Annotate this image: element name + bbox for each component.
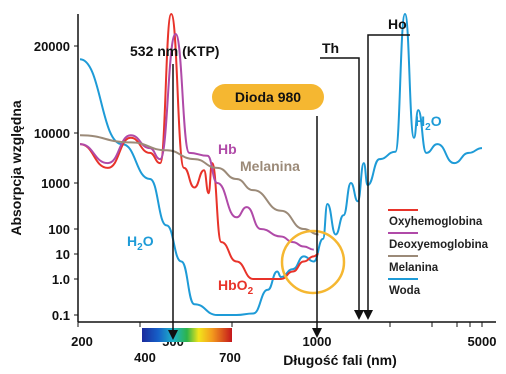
x-ticks: 200 500 1000 5000 <box>71 322 496 349</box>
series-line-woda <box>79 13 483 316</box>
visible-spectrum-bar <box>142 328 232 342</box>
ktp-label: 532 nm (KTP) <box>130 43 219 59</box>
y-tick-label: 0.1 <box>52 308 70 323</box>
y-tick-label: 10 <box>56 247 70 262</box>
ktp-arrow <box>168 64 178 340</box>
diode-range-circle <box>280 229 346 295</box>
series-line-oxyhemoglobina <box>79 13 319 280</box>
th-label: Th <box>322 40 339 56</box>
y-ticks: 20000 10000 1000 100 10 1.0 0.1 <box>34 39 78 323</box>
y-tick-label: 1000 <box>41 176 70 191</box>
ho-arrow <box>363 34 410 320</box>
legend: Oxyhemoglobina Deoxyemoglobina Melanina … <box>388 209 489 297</box>
diode-badge <box>212 84 324 110</box>
spectrum-label-700: 700 <box>219 350 241 365</box>
y-tick-label: 20000 <box>34 39 70 54</box>
legend-entry: Deoxyemoglobina <box>389 239 489 251</box>
y-tick-label: 1.0 <box>52 272 70 287</box>
melanin-label: Melanina <box>240 158 300 174</box>
legend-entry: Melanina <box>389 262 439 274</box>
y-tick-label: 10000 <box>34 126 70 141</box>
series-layer <box>79 13 483 316</box>
h2o-label-right: H2O <box>415 113 442 133</box>
x-tick-label: 200 <box>71 334 93 349</box>
x-tick-label: 1000 <box>303 334 332 349</box>
spectrum-label-400: 400 <box>134 350 156 365</box>
y-axis-title: Absorpcja względna <box>8 100 24 236</box>
x-axis-title: Długość fali (nm) <box>283 352 397 368</box>
diode-label: Dioda 980 <box>235 89 301 105</box>
th-arrow <box>320 57 364 320</box>
y-tick-label: 100 <box>48 222 70 237</box>
x-tick-label: 5000 <box>468 334 497 349</box>
hbo2-label: HbO2 <box>218 277 254 297</box>
series-line-melanina <box>79 134 319 236</box>
ho-label: Ho <box>388 16 407 32</box>
legend-entry: Oxyhemoglobina <box>389 216 483 228</box>
h2o-label-left: H2O <box>127 233 154 253</box>
diode-arrow <box>312 116 322 338</box>
hb-label: Hb <box>218 141 237 157</box>
legend-entry: Woda <box>389 285 421 297</box>
